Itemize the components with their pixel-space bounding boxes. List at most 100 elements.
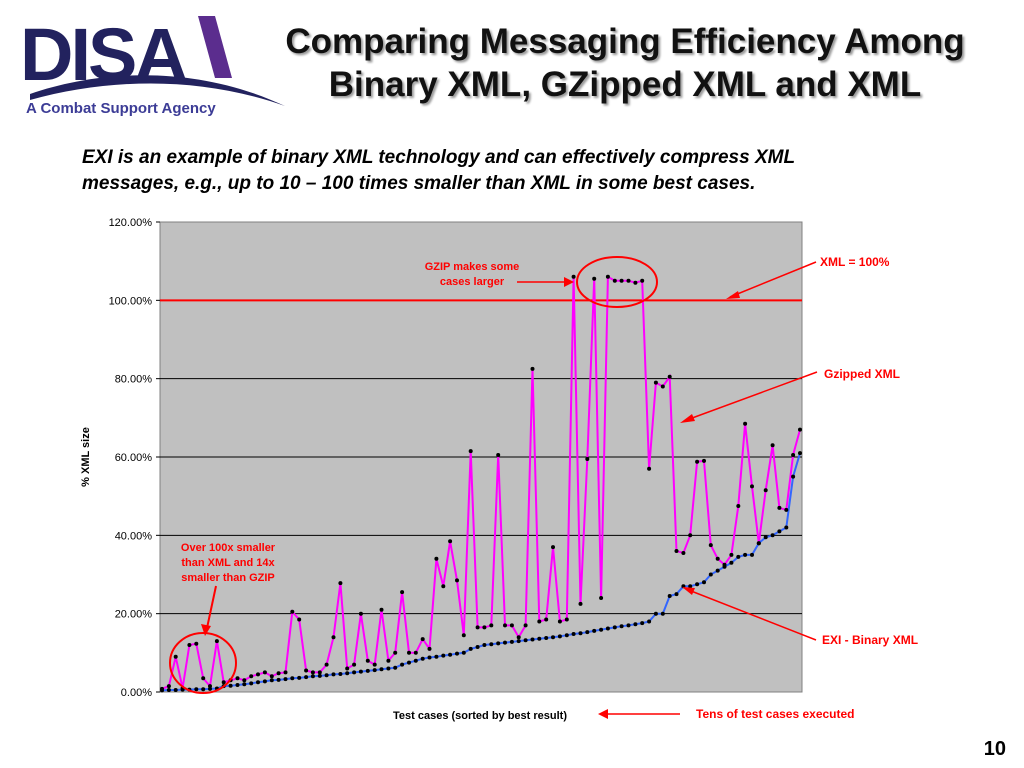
gzip-data-point xyxy=(310,670,315,675)
gzip-data-point xyxy=(338,581,343,586)
exi-data-point xyxy=(564,633,569,638)
exi-data-point xyxy=(722,564,727,569)
exi-data-point xyxy=(660,611,665,616)
gzip-data-point xyxy=(372,662,377,667)
gzip-data-point xyxy=(770,443,775,448)
exi-data-point xyxy=(489,642,494,647)
gzip-note-arrow-head xyxy=(564,277,574,287)
gzip-data-point xyxy=(660,384,665,389)
gzip-data-point xyxy=(393,650,398,655)
exi-data-point xyxy=(509,639,514,644)
exi-data-point xyxy=(633,622,638,627)
gzip-highlight-circle xyxy=(576,256,658,308)
exi-data-point xyxy=(338,672,343,676)
exi-data-point xyxy=(166,688,171,692)
tests-note: Tens of test cases executed xyxy=(696,707,855,721)
exi-data-point xyxy=(653,611,658,616)
exi-data-point xyxy=(331,672,336,677)
exi-data-point xyxy=(750,552,754,557)
exi-data-point xyxy=(537,636,542,641)
gzip-data-point xyxy=(681,551,686,555)
exi-data-point xyxy=(304,675,309,680)
gzip-data-point xyxy=(269,674,274,679)
best-highlight-circle xyxy=(169,632,237,694)
xml-arrow xyxy=(729,261,817,298)
exi-data-point xyxy=(297,675,302,680)
gzip-data-point xyxy=(640,278,645,283)
exi-data-point xyxy=(208,686,212,691)
gzip-data-point xyxy=(695,459,700,464)
gzip-data-point xyxy=(407,650,411,655)
gzip-data-point xyxy=(214,639,219,644)
exi-data-point xyxy=(798,451,802,456)
exi-data-point xyxy=(317,673,322,678)
exi-data-point xyxy=(496,641,501,646)
gzip-data-point xyxy=(358,611,363,616)
exi-data-point xyxy=(324,673,329,678)
gzip-data-point xyxy=(413,650,418,655)
gzip-data-point xyxy=(427,646,432,651)
gzip-data-point xyxy=(791,453,796,457)
exi-data-point xyxy=(770,533,775,538)
exi-data-point xyxy=(599,627,604,632)
gzip-data-point xyxy=(420,637,425,642)
exi-data-point xyxy=(461,650,466,655)
gzip-data-point xyxy=(688,533,693,538)
gzip-data-point xyxy=(352,662,357,667)
best-note-line-1: Over 100x smaller xyxy=(181,542,276,554)
exi-data-point xyxy=(544,636,549,640)
exi-data-point xyxy=(276,677,281,682)
gzip-data-point xyxy=(626,278,631,283)
exi-data-point xyxy=(715,568,720,573)
exi-data-point xyxy=(352,670,357,675)
y-tick-label: 20.00% xyxy=(115,609,153,621)
gzip-data-point xyxy=(489,623,494,628)
gzip-data-point xyxy=(201,676,206,681)
xml-label: XML = 100% xyxy=(820,255,890,269)
exi-data-point xyxy=(667,594,672,598)
gzip-data-point xyxy=(242,678,247,683)
logo-accent xyxy=(198,16,232,78)
disa-logo: DISA xyxy=(20,13,285,106)
gzip-data-point xyxy=(551,545,555,550)
gzip-data-point xyxy=(557,619,562,624)
gzip-data-point xyxy=(379,607,384,612)
y-axis-label: % XML size xyxy=(80,427,92,487)
exi-data-point xyxy=(290,676,295,681)
gzip-data-point xyxy=(509,623,514,628)
exi-data-point xyxy=(194,687,199,692)
exi-data-point xyxy=(763,535,768,540)
gzip-data-point xyxy=(599,596,604,600)
y-axis-ticks: 0.00% 20.00% 40.00% 60.00% 80.00% 100.00% 120.… xyxy=(109,217,160,699)
gzip-data-point xyxy=(187,643,192,647)
exi-data-point xyxy=(413,658,418,663)
gzip-data-point xyxy=(297,617,302,622)
subtitle-line-2: messages, e.g., up to 10 – 100 times sma… xyxy=(82,173,756,194)
gzip-data-point xyxy=(777,505,782,510)
exi-data-point xyxy=(269,678,274,683)
page-number: 10 xyxy=(983,738,1006,760)
gzip-data-point xyxy=(743,421,748,426)
gzip-data-point xyxy=(653,380,658,385)
exi-data-point xyxy=(612,625,617,630)
exi-data-point xyxy=(530,637,535,642)
exi-data-point xyxy=(345,671,350,676)
exi-data-point xyxy=(310,674,315,679)
exi-data-point xyxy=(468,646,473,651)
gzip-data-point xyxy=(455,578,459,583)
exi-data-point xyxy=(702,580,706,585)
exi-data-point xyxy=(503,640,507,645)
gzip-data-point xyxy=(750,484,754,489)
exi-data-point xyxy=(173,688,178,692)
logo-swoosh xyxy=(30,75,285,106)
gzip-data-point xyxy=(667,374,672,379)
gzip-data-point xyxy=(564,617,569,622)
gzip-data-point xyxy=(290,609,295,614)
gzip-data-point xyxy=(249,674,254,679)
exi-data-point xyxy=(674,592,679,597)
title-line-1: Comparing Messaging Efficiency Among xyxy=(285,22,965,61)
gzip-data-point xyxy=(331,635,336,640)
exi-series-line xyxy=(161,452,801,692)
exi-data-point xyxy=(626,623,631,628)
exi-data-point xyxy=(427,655,432,660)
